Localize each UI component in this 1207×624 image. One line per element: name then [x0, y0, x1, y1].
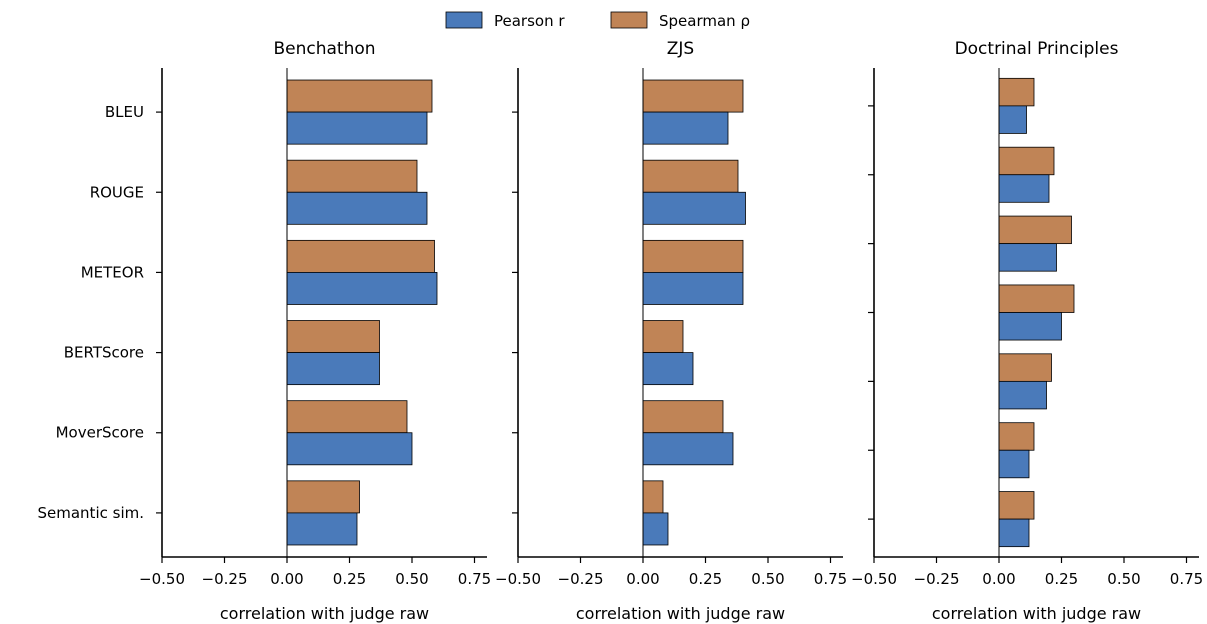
x-axis-label: correlation with judge raw [576, 604, 785, 623]
x-tick-label: 0.25 [689, 570, 722, 588]
legend-label-spearman: Spearman ρ [659, 12, 750, 30]
bar-pearson [998, 243, 1057, 272]
legend-swatch-spearman [610, 11, 648, 29]
x-tick-label: 0.50 [751, 570, 784, 588]
bar-spearman [642, 400, 724, 434]
x-tick-label: −0.50 [139, 570, 185, 588]
bar-spearman [642, 239, 744, 273]
bar-pearson [642, 191, 746, 225]
bar-spearman [286, 480, 360, 514]
chart-panels: Benchathon BLEU ROUGE METEOR BERTScore MoverS… [38, 39, 1204, 623]
bar-spearman [286, 79, 433, 113]
x-tick-label: 0.75 [814, 570, 847, 588]
bar-spearman [998, 491, 1035, 520]
bar-spearman [286, 159, 418, 193]
bar-pearson [642, 432, 734, 466]
bar-spearman [286, 320, 380, 353]
bar-spearman [998, 215, 1072, 245]
bar-pearson [998, 380, 1047, 410]
chart-panel: Doctrinal Principles −0.50 −0.25 0.00 0.25 0.… [851, 39, 1203, 623]
bar-pearson [998, 449, 1030, 479]
x-tick-label: 0.25 [333, 570, 366, 588]
y-tick-label: Semantic sim. [38, 504, 145, 522]
y-tick-label: BERTScore [64, 344, 144, 362]
bar-pearson [286, 512, 358, 546]
bar-pearson [286, 111, 428, 145]
y-tick-label: BLEU [105, 103, 144, 121]
bar-spearman [998, 353, 1052, 382]
x-tick-label: 0.75 [1170, 570, 1203, 588]
legend: Pearson r Spearman ρ [445, 11, 750, 30]
chart-panel: ZJS −0.50 −0.25 0.00 0.25 0.50 0.75 correlation… [495, 39, 847, 623]
bar-spearman [286, 400, 408, 434]
legend-swatch-pearson [445, 11, 483, 29]
x-tick-label: −0.50 [851, 570, 897, 588]
bar-spearman [642, 480, 664, 514]
x-tick-label: 0.00 [982, 570, 1015, 588]
bar-pearson [642, 272, 744, 305]
bar-pearson [286, 191, 428, 225]
bar-spearman [998, 284, 1075, 313]
x-tick-label: 0.25 [1045, 570, 1078, 588]
bar-pearson [286, 432, 413, 466]
bar-spearman [998, 422, 1035, 451]
bar-pearson [642, 352, 694, 386]
x-axis-label: correlation with judge raw [220, 604, 429, 623]
x-tick-label: 0.00 [270, 570, 303, 588]
x-tick-label: 0.75 [458, 570, 491, 588]
bar-spearman [642, 159, 739, 193]
bar-pearson [286, 272, 438, 305]
legend-label-pearson: Pearson r [494, 12, 565, 30]
bar-spearman [286, 239, 435, 273]
chart-panel: Benchathon BLEU ROUGE METEOR BERTScore MoverS… [38, 39, 492, 623]
bar-pearson [642, 512, 669, 546]
y-tick-label: METEOR [81, 263, 144, 281]
chart-title: ZJS [667, 39, 694, 59]
chart-title: Doctrinal Principles [955, 39, 1119, 59]
y-tick-label: MoverScore [56, 424, 144, 442]
bar-pearson [286, 352, 380, 386]
bar-spearman [642, 79, 744, 113]
bar-spearman [998, 77, 1035, 107]
bar-pearson [998, 105, 1027, 134]
bar-pearson [642, 111, 729, 145]
bar-pearson [998, 174, 1050, 203]
x-tick-label: −0.25 [914, 570, 960, 588]
x-tick-label: 0.00 [626, 570, 659, 588]
x-tick-label: −0.50 [495, 570, 541, 588]
x-axis-label: correlation with judge raw [932, 604, 1141, 623]
x-tick-label: −0.25 [558, 570, 604, 588]
bar-spearman [642, 320, 684, 353]
y-tick-label: ROUGE [90, 183, 144, 201]
x-tick-label: −0.25 [202, 570, 248, 588]
bar-pearson [998, 312, 1062, 341]
x-tick-label: 0.50 [395, 570, 428, 588]
chart-title: Benchathon [273, 39, 375, 59]
bar-spearman [998, 146, 1055, 176]
bar-pearson [998, 518, 1030, 548]
x-tick-label: 0.50 [1107, 570, 1140, 588]
